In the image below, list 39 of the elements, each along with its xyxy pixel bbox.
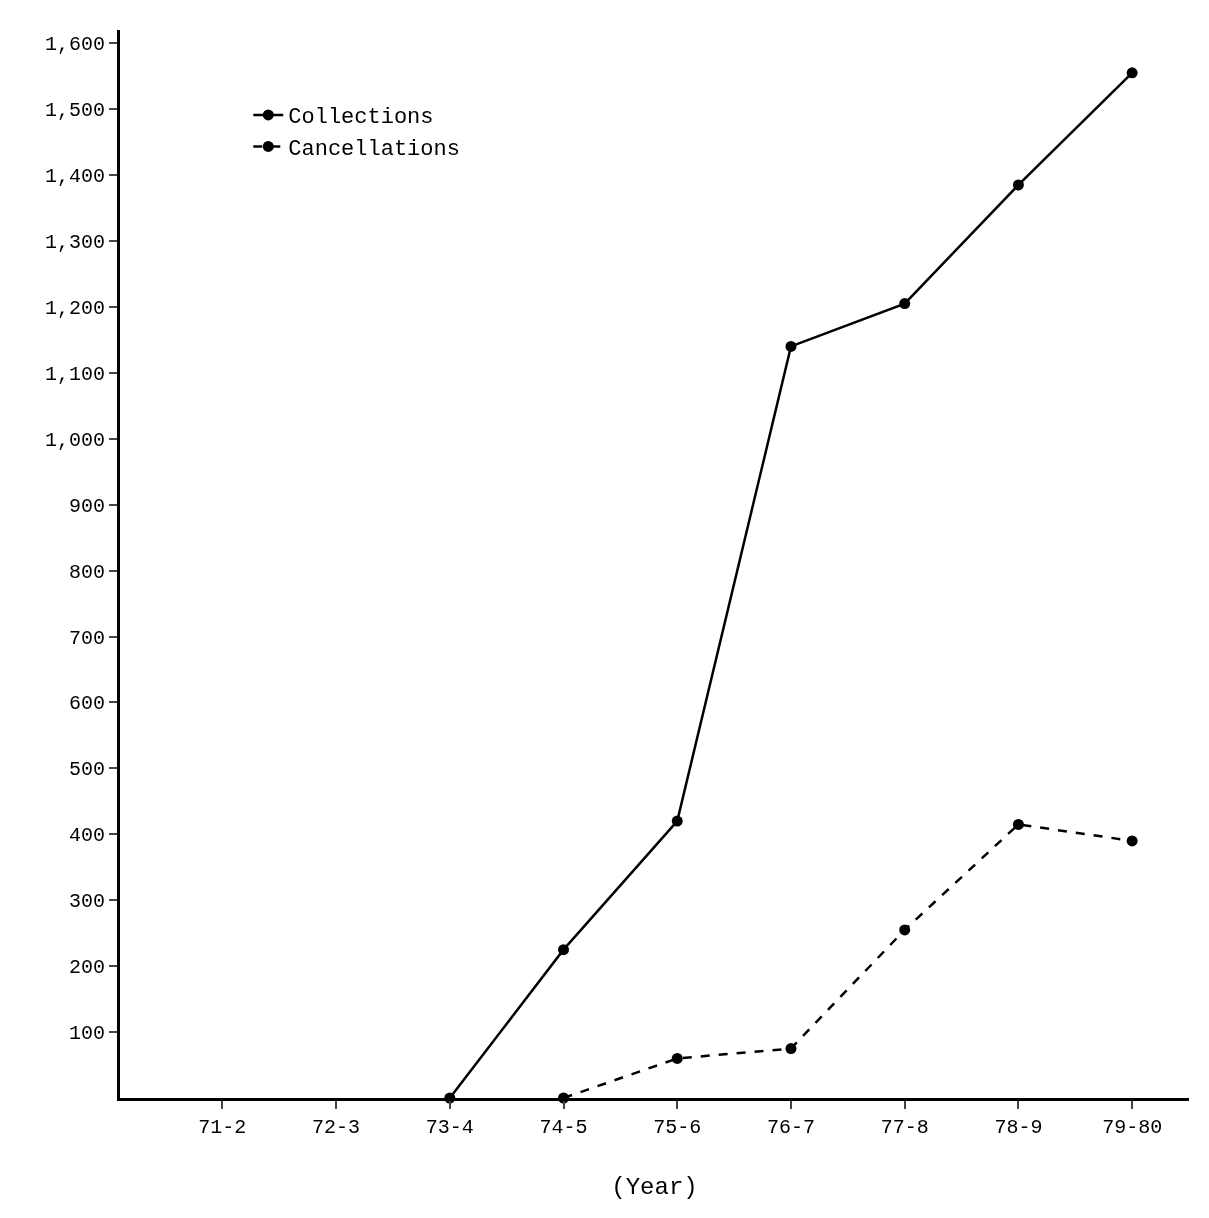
x-tick-label: 77-8 xyxy=(880,1116,929,1139)
y-tick-label: 1,300 xyxy=(44,230,105,254)
y-tick-label: 1,400 xyxy=(44,165,105,189)
x-tick-label: 73-4 xyxy=(425,1116,474,1139)
y-tick-label: 700 xyxy=(68,626,105,650)
y-tick-label: 900 xyxy=(68,494,105,518)
legend-label: Collections xyxy=(288,105,434,131)
y-tick-label: 1,600 xyxy=(44,33,105,57)
x-tick-label: 78-9 xyxy=(994,1116,1043,1139)
y-tick-label: 600 xyxy=(68,692,105,716)
point xyxy=(785,1043,797,1055)
y-tick-label: 500 xyxy=(68,758,105,782)
point xyxy=(671,815,683,827)
x-tick-label: 74-5 xyxy=(539,1116,588,1139)
y-tick-label: 1,200 xyxy=(44,296,105,320)
point xyxy=(899,924,911,936)
y-tick-label: 1,100 xyxy=(44,362,105,386)
y-tick-label: 1,000 xyxy=(44,428,105,452)
x-tick-label: 71-2 xyxy=(198,1116,247,1139)
point xyxy=(558,944,570,956)
x-axis-title: (Year) xyxy=(611,1174,698,1202)
x-tick-label: 79-80 xyxy=(1102,1116,1163,1139)
point xyxy=(899,298,911,310)
point xyxy=(1012,818,1024,830)
point xyxy=(1126,67,1138,79)
point xyxy=(671,1052,683,1064)
y-tick-label: 800 xyxy=(68,560,105,584)
y-tick-label: 100 xyxy=(68,1022,105,1046)
point xyxy=(785,340,797,352)
y-tick-label: 200 xyxy=(68,956,105,980)
y-tick-label: 300 xyxy=(68,890,105,914)
x-tick-label: 75-6 xyxy=(653,1116,702,1139)
legend-label: Cancellations xyxy=(288,137,460,163)
y-tick-label: 1,500 xyxy=(44,99,105,123)
point xyxy=(1126,835,1138,847)
x-tick-label: 72-3 xyxy=(312,1116,361,1139)
y-tick-label: 400 xyxy=(68,824,105,848)
x-tick-label: 76-7 xyxy=(766,1116,815,1139)
point xyxy=(1012,179,1024,191)
